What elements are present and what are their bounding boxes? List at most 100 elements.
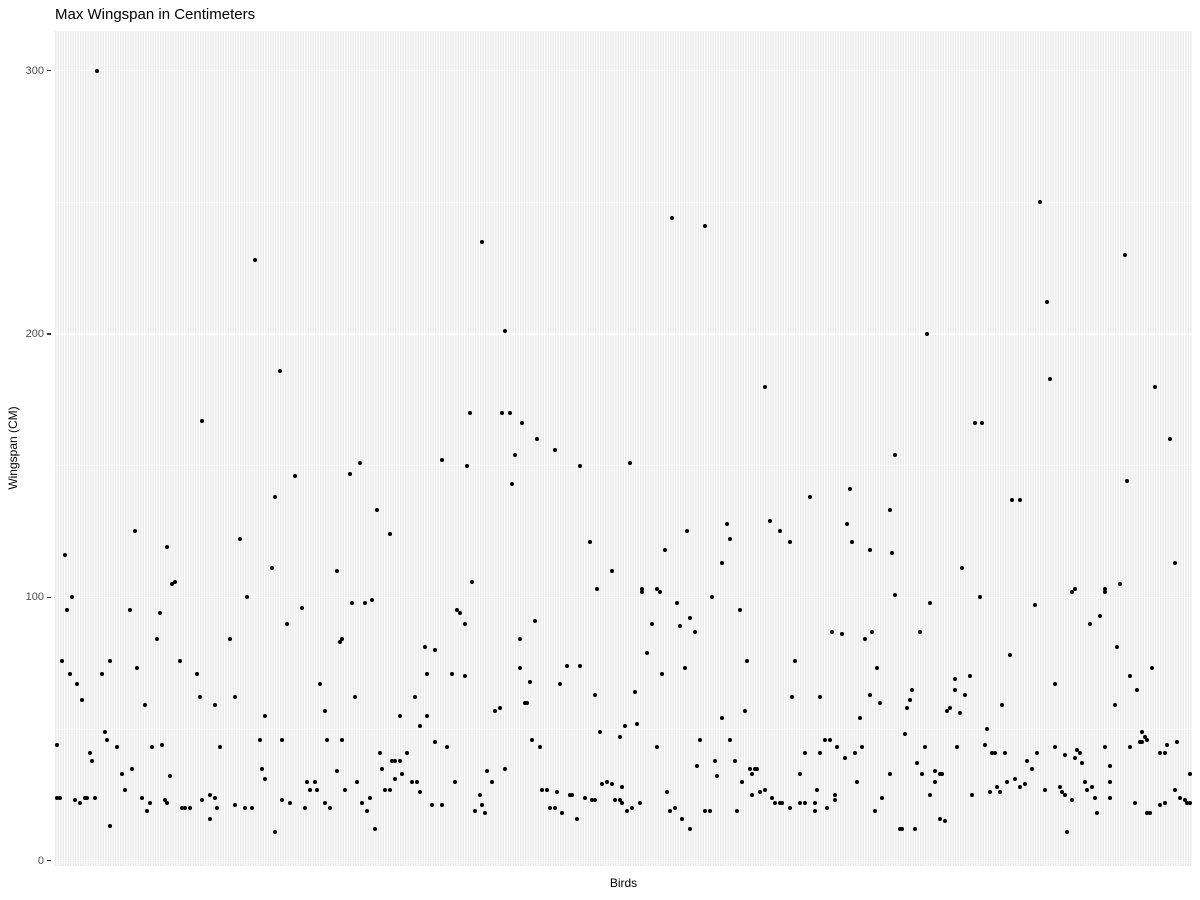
data-point (215, 806, 220, 811)
data-point (120, 771, 125, 776)
data-point (725, 521, 730, 526)
data-point (490, 779, 495, 784)
data-point (867, 692, 872, 697)
data-point (350, 600, 355, 605)
data-point (757, 790, 762, 795)
data-point (657, 590, 662, 595)
data-point (1072, 756, 1077, 760)
data-point (957, 711, 962, 716)
data-point (640, 587, 645, 592)
data-point (485, 769, 490, 774)
data-point (1107, 795, 1112, 800)
data-point (710, 595, 715, 600)
data-point (432, 648, 437, 652)
data-point (285, 621, 290, 626)
data-point (1037, 200, 1042, 205)
data-point (327, 806, 332, 811)
data-point (592, 798, 597, 803)
gridline-minor (55, 728, 1192, 730)
data-point (622, 724, 627, 729)
data-point (855, 779, 860, 784)
data-point (945, 708, 950, 713)
gridline-major (55, 596, 1192, 599)
data-point (565, 663, 570, 668)
data-point (535, 437, 540, 442)
data-point (780, 800, 785, 805)
data-point (665, 790, 670, 795)
data-point (792, 658, 797, 663)
data-point (662, 547, 667, 552)
data-point (1025, 758, 1030, 763)
data-point (1017, 784, 1022, 789)
data-point (155, 637, 160, 642)
data-point (200, 798, 205, 803)
data-point (620, 784, 625, 789)
data-point (537, 745, 542, 750)
data-point (80, 698, 85, 703)
data-point (1062, 753, 1067, 758)
data-point (1172, 561, 1177, 566)
data-point (887, 508, 892, 513)
data-point (910, 687, 915, 692)
data-point (720, 716, 725, 721)
data-point (497, 705, 502, 710)
data-point (1140, 740, 1145, 745)
data-point (62, 553, 67, 558)
data-point (617, 798, 622, 803)
data-point (952, 687, 957, 692)
data-point (920, 771, 925, 776)
data-point (135, 666, 140, 671)
data-point (655, 745, 660, 750)
data-point (85, 795, 90, 800)
data-point (595, 587, 600, 592)
data-point (922, 745, 927, 750)
data-point (875, 666, 880, 671)
data-point (560, 811, 565, 816)
data-point (745, 658, 750, 663)
data-point (1000, 703, 1005, 708)
data-point (375, 508, 380, 513)
data-point (465, 463, 470, 468)
data-point (355, 779, 360, 784)
data-point (1102, 590, 1107, 595)
data-point (1115, 645, 1120, 650)
data-point (1187, 771, 1192, 776)
data-point (300, 605, 305, 610)
data-point (277, 368, 282, 373)
data-point (165, 545, 170, 550)
data-point (1112, 703, 1117, 708)
data-point (387, 532, 392, 537)
data-point (502, 329, 507, 334)
data-point (847, 487, 852, 492)
data-point (415, 779, 420, 784)
data-point (1175, 740, 1179, 745)
data-point (777, 800, 782, 805)
data-point (372, 827, 377, 832)
chart-title: Max Wingspan in Centimeters (55, 6, 256, 23)
data-point (1125, 479, 1130, 484)
data-point (227, 637, 232, 642)
data-point (1070, 590, 1075, 595)
data-point (960, 566, 965, 571)
data-point (1092, 795, 1097, 800)
data-point (570, 792, 575, 797)
data-point (200, 418, 205, 423)
data-point (417, 790, 422, 795)
data-point (877, 700, 882, 705)
data-point (737, 608, 742, 613)
data-point (445, 745, 450, 750)
data-point (410, 779, 415, 784)
data-point (197, 695, 202, 700)
data-point (305, 779, 310, 784)
data-point (587, 540, 592, 544)
data-point (617, 734, 622, 739)
data-point (440, 803, 445, 808)
data-point (917, 629, 922, 634)
data-point (707, 808, 712, 813)
data-point (1010, 497, 1015, 502)
data-point (552, 806, 557, 811)
data-point (182, 806, 187, 811)
data-point (997, 790, 1002, 795)
data-point (532, 619, 537, 624)
data-point (140, 795, 145, 800)
